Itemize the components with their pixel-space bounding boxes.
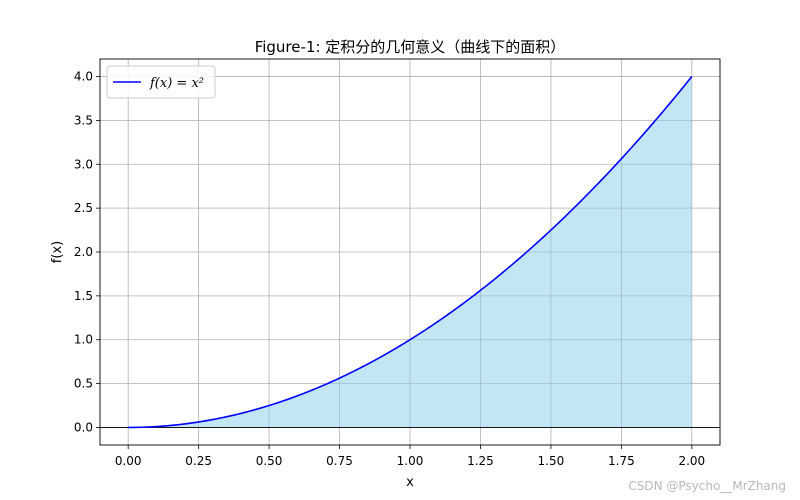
legend-box: [106, 65, 216, 99]
series-line-f-x: [128, 76, 693, 429]
x-tick-label: 1.75: [608, 454, 635, 468]
y-tick-label: 2.0: [74, 245, 93, 259]
legend: f(x) = x²: [106, 65, 216, 99]
y-tick-label: 1.0: [74, 333, 93, 347]
y-tick-label: 4.0: [74, 70, 93, 84]
y-tick-label: 1.5: [74, 289, 93, 303]
x-tick-label: 2.00: [678, 454, 705, 468]
chart-title: Figure-1: 定积分的几何意义（曲线下的面积）: [255, 38, 566, 56]
x-tick-label: 1.00: [397, 454, 424, 468]
watermark: CSDN @Psycho__MrZhang: [628, 479, 786, 493]
plot-area: 0.00 0.25 0.50 0.75 1.00 1.25 1.50 1.75 2.00 0.0…: [74, 58, 721, 468]
y-tick-label: 3.5: [74, 113, 93, 127]
x-axis-ticks: 0.00 0.25 0.50 0.75 1.00 1.25 1.50 1.75 2.00: [115, 445, 705, 468]
x-tick-label: 0.75: [326, 454, 353, 468]
x-tick-label: 1.50: [538, 454, 565, 468]
x-tick-label: 1.25: [467, 454, 494, 468]
y-tick-label: 2.5: [74, 201, 93, 215]
x-tick-label: 0.50: [256, 454, 283, 468]
y-tick-label: 3.0: [74, 157, 93, 171]
x-tick-label: 0.00: [115, 454, 142, 468]
legend-entry: f(x) = x²: [149, 76, 204, 91]
x-axis-label: x: [406, 475, 414, 490]
area-under-curve: [128, 76, 692, 428]
y-tick-label: 0.5: [74, 377, 93, 391]
y-axis-ticks: 0.0 0.5 1.0 1.5 2.0 2.5 3.0 3.5 4.0: [74, 70, 100, 434]
x-tick-label: 0.25: [185, 454, 212, 468]
y-tick-label: 0.0: [74, 420, 93, 434]
y-axis-label: f(x): [50, 241, 65, 263]
